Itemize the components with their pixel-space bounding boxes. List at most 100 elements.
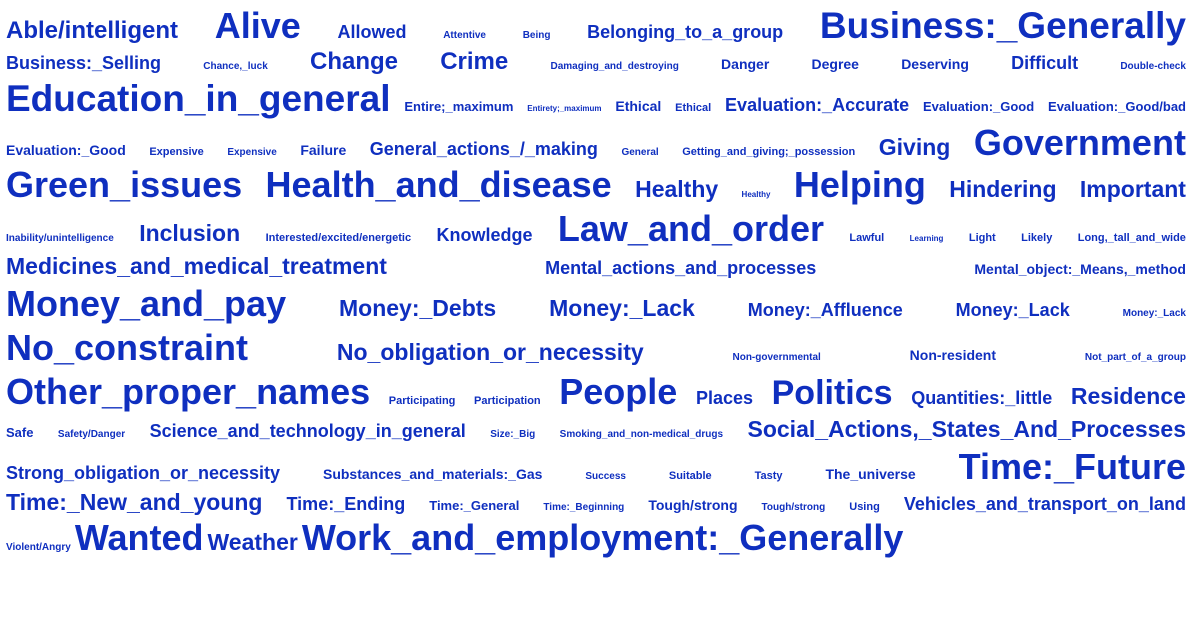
cloud-word: Education_in_general — [6, 78, 391, 119]
cloud-word: The_universe — [825, 466, 916, 482]
cloud-word: Substances_and_materials:_Gas — [322, 466, 543, 482]
cloud-word: Alive — [214, 5, 301, 46]
cloud-word: Size:_Big — [490, 429, 536, 440]
cloud-word: Entire;_maximum — [404, 99, 514, 114]
cloud-word: Crime — [440, 48, 509, 75]
cloud-word: Chance,_luck — [203, 61, 268, 72]
cloud-word: Inclusion — [139, 220, 241, 246]
cloud-word: Money:_Debts — [339, 295, 497, 321]
cloud-word: Damaging_and_destroying — [550, 61, 679, 72]
cloud-word: Mental_actions_and_processes — [545, 258, 817, 278]
cloud-word: Able/intelligent — [6, 17, 179, 44]
cloud-word: Time:_Beginning — [543, 502, 625, 513]
cloud-word: Difficult — [1011, 53, 1079, 73]
cloud-word: Quantities:_little — [911, 388, 1053, 408]
cloud-word: General_actions_/_making — [369, 139, 598, 159]
cloud-row-11: Safe Safety/Danger Science_and_technolog… — [6, 418, 1186, 441]
cloud-word: Not_part_of_a_group — [1084, 352, 1186, 363]
cloud-word: Ethical — [675, 102, 712, 114]
cloud-word: Money:_Lack — [1122, 308, 1186, 319]
cloud-row-7: Medicines_and_medical_treatment Mental_a… — [6, 255, 1186, 278]
cloud-word: Long,_tall_and_wide — [1077, 232, 1186, 244]
cloud-word: Being — [522, 30, 551, 41]
cloud-row-4: Evaluation:_Good Expensive Expensive Fai… — [6, 125, 1186, 161]
cloud-word: Expensive — [149, 146, 204, 158]
cloud-word: Money_and_pay — [6, 283, 287, 324]
cloud-word: Time:_New_and_young — [6, 489, 263, 515]
cloud-word: Evaluation:_Accurate — [725, 95, 910, 115]
cloud-row-5: Green_issues Health_and_disease Healthy … — [6, 167, 1186, 203]
cloud-word: Weather — [207, 529, 298, 555]
cloud-word: Business:_Generally — [819, 5, 1186, 46]
cloud-word: Time:_General — [429, 498, 520, 513]
cloud-word: Smoking_and_non-medical_drugs — [559, 429, 724, 440]
cloud-word: Politics — [771, 374, 893, 412]
cloud-word: Participation — [474, 395, 541, 407]
cloud-word: Tough/strong — [648, 497, 738, 513]
cloud-word: No_obligation_or_necessity — [336, 339, 644, 365]
cloud-row-9: No_constraint No_obligation_or_necessity… — [6, 330, 1186, 366]
cloud-word: Health_and_disease — [265, 164, 612, 205]
cloud-word: Money:_Lack — [955, 300, 1070, 320]
cloud-word: Time:_Ending — [286, 494, 406, 514]
cloud-row-6: Inability/unintelligence Inclusion Inter… — [6, 211, 1186, 247]
cloud-row-1: Able/intelligent Alive Allowed Attentive… — [6, 7, 1186, 44]
cloud-word: Business:_Selling — [6, 53, 162, 73]
cloud-word: Green_issues — [6, 164, 243, 205]
cloud-word: Money:_Lack — [549, 295, 695, 321]
cloud-word: Government — [973, 122, 1186, 163]
cloud-word: Wanted — [74, 517, 204, 558]
cloud-word: Inability/unintelligence — [6, 233, 114, 244]
cloud-word: Lawful — [849, 232, 885, 244]
cloud-word: Violent/Angry — [6, 542, 71, 553]
cloud-word: Tough/strong — [761, 502, 826, 513]
cloud-word: Expensive — [227, 147, 277, 158]
cloud-word: Money:_Affluence — [747, 300, 903, 320]
cloud-word: General — [621, 147, 659, 158]
cloud-word: Suitable — [668, 470, 712, 482]
cloud-word: Places — [695, 388, 753, 408]
cloud-word: Double-check — [1120, 61, 1186, 72]
cloud-word: Allowed — [337, 22, 407, 42]
cloud-row-10: Other_proper_names Participating Partici… — [6, 371, 1186, 412]
cloud-word: Attentive — [443, 30, 486, 41]
cloud-word: Social_Actions,_States_And_Processes — [747, 416, 1186, 442]
cloud-word: Law_and_order — [557, 208, 824, 249]
cloud-word: Evaluation:_Good — [922, 99, 1035, 114]
cloud-word: Important — [1079, 176, 1186, 202]
cloud-word: Deserving — [901, 56, 969, 72]
cloud-row-3: Education_in_general Entire;_maximum Ent… — [6, 80, 1186, 117]
cloud-word: Learning — [909, 234, 944, 243]
cloud-word: Mental_object:_Means,_method — [974, 261, 1186, 277]
cloud-word: Work_and_employment:_Generally — [301, 517, 904, 558]
cloud-row-12: Strong_obligation_or_necessity Substance… — [6, 449, 1186, 485]
cloud-word: Helping — [793, 164, 926, 205]
cloud-word: No_constraint — [6, 327, 249, 368]
cloud-word: Knowledge — [436, 225, 533, 245]
cloud-word: Tasty — [754, 470, 783, 482]
cloud-word: Belonging_to_a_group — [587, 22, 784, 42]
cloud-word: Safe — [6, 425, 34, 440]
cloud-word: Science_and_technology_in_general — [149, 421, 466, 441]
cloud-word: Using — [849, 501, 880, 513]
cloud-word: Failure — [300, 142, 347, 158]
cloud-word: Medicines_and_medical_treatment — [6, 253, 387, 279]
cloud-word: Strong_obligation_or_necessity — [6, 463, 281, 483]
cloud-word: Vehicles_and_transport_on_land — [903, 494, 1186, 514]
cloud-word: Success — [585, 471, 626, 482]
cloud-row-2: Business:_Selling Chance,_luck Change Cr… — [6, 50, 1186, 74]
cloud-row-13: Time:_New_and_young Time:_Ending Time:_G… — [6, 491, 1186, 514]
cloud-word: Time:_Future — [958, 446, 1186, 487]
cloud-word: Degree — [811, 56, 859, 72]
cloud-word: Danger — [721, 56, 770, 72]
cloud-word: Safety/Danger — [57, 429, 126, 440]
cloud-word: Evaluation:_Good — [6, 142, 126, 158]
cloud-word: Participating — [388, 395, 456, 407]
cloud-word: Healthy — [635, 176, 719, 202]
cloud-word: Entirety;_maximum — [527, 104, 602, 113]
cloud-word: Evaluation:_Good/bad — [1048, 99, 1186, 114]
cloud-word: Ethical — [615, 98, 662, 114]
cloud-word: Getting_and_giving;_possession — [682, 146, 856, 158]
cloud-word: People — [559, 371, 678, 412]
